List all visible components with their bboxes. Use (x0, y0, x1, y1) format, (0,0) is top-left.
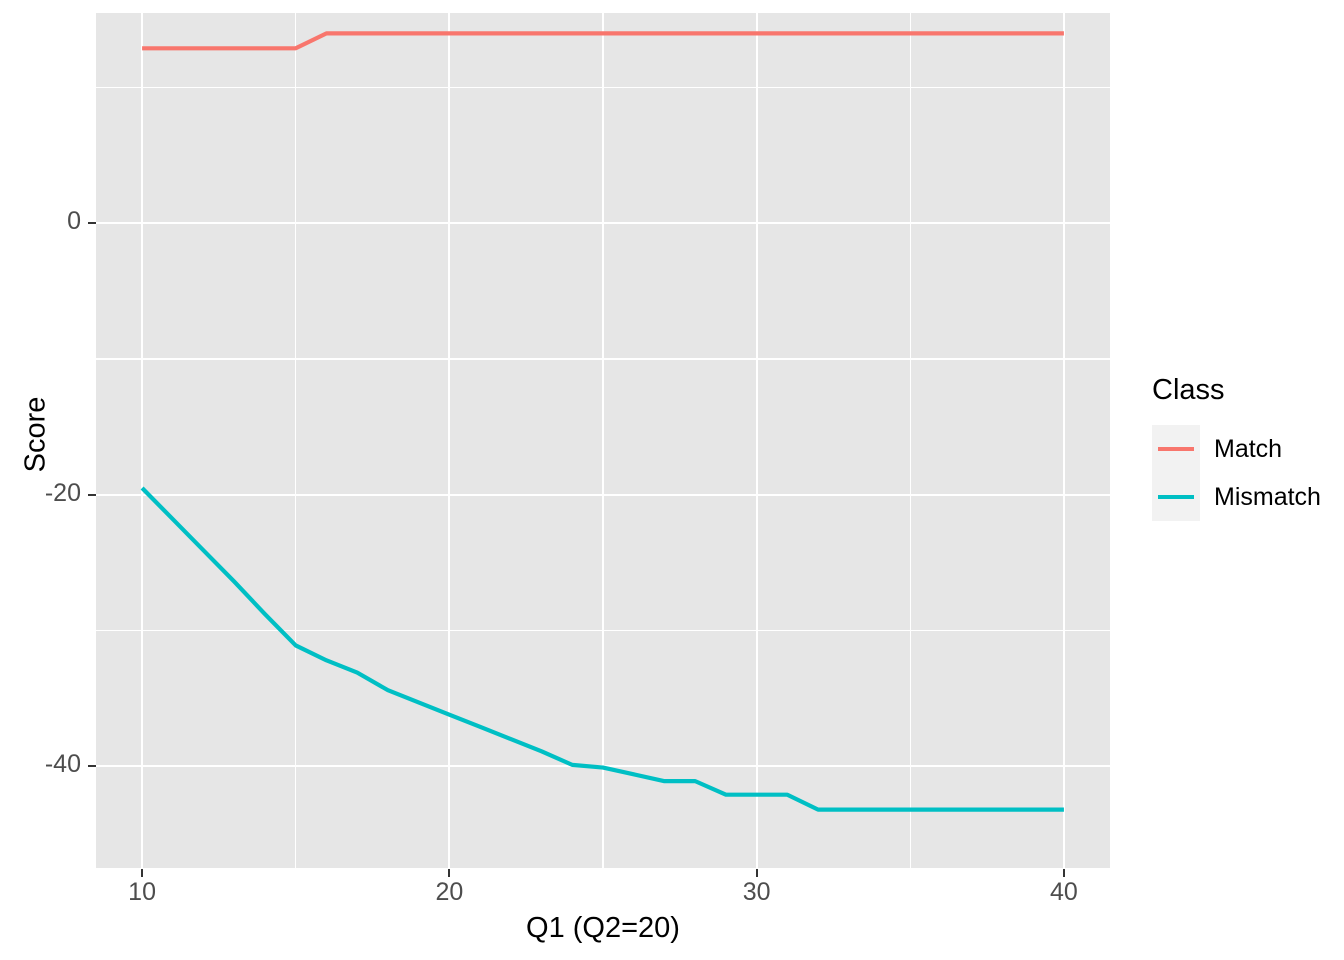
x-axis-title-text: Q1 (Q2=20) (526, 912, 680, 944)
gridline-x-minor (295, 13, 297, 868)
gridline-x-major (448, 13, 451, 868)
series-line-mismatch (140, 486, 1064, 812)
legend-entry-match: Match (1152, 425, 1342, 473)
x-tick-label: 40 (1050, 878, 1078, 906)
legend-title: Class (1152, 374, 1225, 406)
series-line-match (142, 31, 1064, 51)
x-tick-label: 20 (435, 878, 464, 906)
gridline-x-minor (909, 13, 911, 868)
y-axis-title: Score (6, 0, 66, 868)
y-tick-mark (88, 493, 96, 496)
legend-key-swatch (1152, 425, 1200, 473)
legend-label: Mismatch (1214, 482, 1321, 511)
gridline-x-major (140, 13, 144, 868)
x-tick-mark (141, 869, 144, 877)
x-tick-mark (1062, 869, 1065, 877)
plot-panel (96, 13, 1110, 868)
x-tick-label: 10 (128, 878, 156, 906)
y-tick-mark (88, 222, 96, 225)
legend-label: Match (1214, 434, 1283, 463)
legend-line-icon (1158, 447, 1194, 451)
legend-entries: Match Mismatch (1152, 425, 1342, 521)
legend-line-icon (1158, 495, 1194, 499)
x-tick-label: 30 (742, 878, 771, 906)
gridline-x-minor (602, 13, 604, 868)
x-tick-mark (755, 869, 758, 877)
legend-entry-mismatch: Mismatch (1152, 473, 1342, 521)
legend: Class Match Mismatch (1152, 374, 1342, 521)
gridline-x-major (1062, 13, 1065, 868)
legend-key-swatch (1152, 473, 1200, 521)
x-tick-mark (448, 869, 451, 877)
series-layer (140, 31, 1064, 812)
y-tick-mark (88, 765, 96, 768)
gridline-x-major (755, 13, 758, 868)
y-axis-title-text: Score (19, 396, 52, 472)
x-axis-title: Q1 (Q2=20) (96, 912, 1110, 954)
